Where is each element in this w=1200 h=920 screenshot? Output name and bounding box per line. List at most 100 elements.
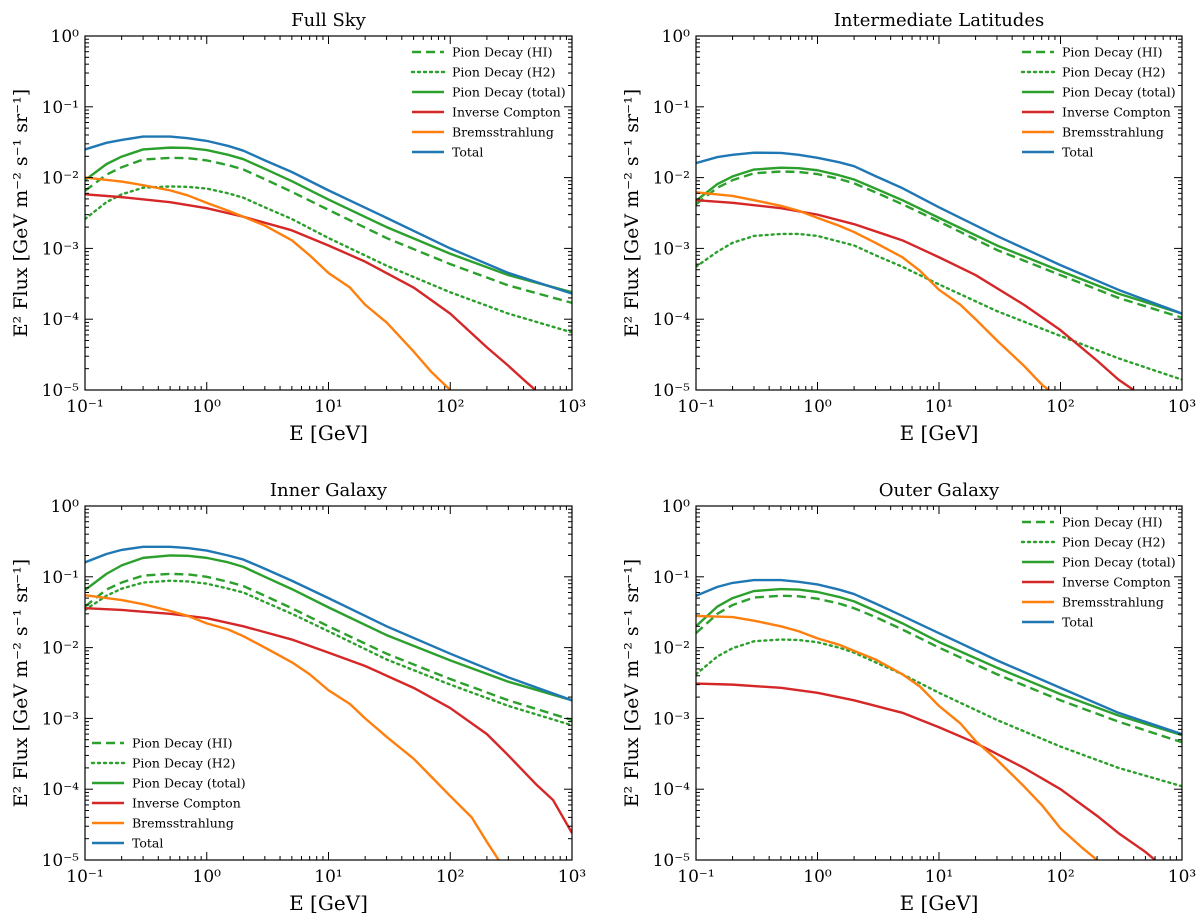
series-line-pi0_total (696, 166, 1182, 315)
y-tick-label: 10⁻¹ (42, 568, 79, 588)
series-line-pi0_h2 (85, 185, 572, 334)
axis-ticks (695, 35, 1183, 391)
series-group (696, 578, 1182, 860)
legend-label-brems: Bremsstrahlung (1062, 125, 1164, 140)
series-line-ic (696, 682, 1156, 860)
series-line-ic (85, 193, 537, 390)
y-tick-label: 10⁻³ (42, 239, 79, 259)
legend: Pion Decay (HI) Pion Decay (H2) Pion Decay… (410, 45, 566, 160)
panel-0: Full Sky 10⁻¹ 10⁰ 10¹ 10² 10³ 10⁻⁵ 10⁻⁴ 10⁻³ 10⁻²… (10, 10, 586, 445)
series-line-pi0_hi (696, 594, 1182, 744)
y-tick-label: 10⁻⁵ (42, 851, 80, 871)
y-tick-label: 10⁻⁴ (42, 310, 80, 330)
series-line-pi0_h2 (85, 579, 572, 727)
series-line-total (85, 545, 572, 702)
y-tick-label: 10⁻¹ (653, 568, 690, 588)
plot-frame (84, 505, 573, 861)
y-tick-label: 10⁻² (42, 639, 79, 659)
legend-label-pi0_hi: Pion Decay (HI) (1062, 515, 1162, 530)
legend-label-pi0_hi: Pion Decay (HI) (452, 45, 552, 60)
x-tick-label: 10⁻¹ (677, 397, 714, 417)
x-tick-label: 10⁰ (193, 397, 222, 417)
legend-label-ic: Inverse Compton (1062, 105, 1171, 120)
series-line-pi0_h2 (696, 638, 1182, 788)
panel-1: Intermediate Latitudes 10⁻¹ 10⁰ 10¹ 10² 10³ 10… (621, 10, 1196, 445)
x-tick-label: 10² (1046, 867, 1074, 887)
legend-label-brems: Bremsstrahlung (1062, 595, 1164, 610)
x-tick-label: 10² (436, 867, 464, 887)
y-tick-label: 10⁻⁵ (653, 381, 691, 401)
plot-frame (695, 505, 1183, 861)
series-line-pi0_hi (696, 170, 1182, 319)
y-tick-label: 10⁻¹ (653, 98, 690, 118)
y-axis-label: E² Flux [GeV m⁻² s⁻¹ sr⁻¹] (10, 559, 32, 807)
y-axis-label: E² Flux [GeV m⁻² s⁻¹ sr⁻¹] (10, 89, 32, 337)
panel-2: Inner Galaxy 10⁻¹ 10⁰ 10¹ 10² 10³ 10⁻⁵ 10⁻⁴ 10⁻³… (10, 480, 586, 915)
series-group (85, 135, 572, 390)
series-line-ic (696, 198, 1135, 390)
axis-ticks (84, 35, 573, 391)
panel-title: Intermediate Latitudes (834, 10, 1044, 31)
legend-label-total: Total (1062, 145, 1093, 160)
y-tick-label: 10⁻⁴ (653, 780, 691, 800)
y-tick-label: 10⁻² (653, 639, 690, 659)
legend-label-pi0_hi: Pion Decay (HI) (1062, 45, 1162, 60)
legend: Pion Decay (HI) Pion Decay (H2) Pion Decay… (90, 736, 246, 851)
legend-label-pi0_total: Pion Decay (total) (132, 776, 246, 791)
x-tick-label: 10¹ (925, 397, 953, 417)
x-tick-label: 10³ (558, 867, 586, 887)
y-tick-label: 10⁻³ (42, 709, 79, 729)
y-tick-label: 10⁻⁵ (42, 381, 80, 401)
y-tick-label: 10⁻² (42, 169, 79, 189)
y-tick-label: 10⁻³ (653, 709, 690, 729)
plot-frame (695, 35, 1183, 391)
y-tick-label: 10⁻⁵ (653, 851, 691, 871)
x-tick-label: 10⁻¹ (66, 867, 103, 887)
y-tick-label: 10⁻³ (653, 239, 690, 259)
legend-label-total: Total (452, 145, 483, 160)
x-axis-label: E [GeV] (289, 421, 368, 445)
legend-label-pi0_total: Pion Decay (total) (452, 85, 566, 100)
x-tick-label: 10³ (1168, 867, 1196, 887)
x-tick-label: 10² (1046, 397, 1074, 417)
x-tick-label: 10⁰ (803, 867, 832, 887)
legend-label-brems: Bremsstrahlung (452, 125, 554, 140)
y-tick-label: 10⁰ (51, 497, 80, 517)
legend: Pion Decay (HI) Pion Decay (H2) Pion Decay… (1020, 45, 1176, 160)
series-group (85, 545, 572, 860)
legend-label-pi0_h2: Pion Decay (H2) (1062, 535, 1165, 550)
series-line-total (696, 578, 1182, 736)
series-line-brems (85, 176, 452, 390)
y-tick-label: 10⁰ (51, 27, 80, 47)
series-line-pi0_hi (85, 572, 572, 722)
series-line-total (85, 135, 572, 295)
series-line-pi0_total (85, 554, 572, 702)
y-tick-label: 10⁰ (662, 497, 691, 517)
legend-label-pi0_hi: Pion Decay (HI) (132, 736, 232, 751)
x-tick-label: 10¹ (314, 867, 342, 887)
x-tick-label: 10⁰ (803, 397, 832, 417)
legend-label-ic: Inverse Compton (1062, 575, 1171, 590)
series-line-brems (85, 593, 500, 860)
y-tick-label: 10⁻⁴ (42, 780, 80, 800)
legend-label-ic: Inverse Compton (452, 105, 561, 120)
legend-label-total: Total (1062, 615, 1093, 630)
legend-label-total: Total (132, 836, 163, 851)
series-line-brems (696, 191, 1050, 390)
x-axis-label: E [GeV] (289, 891, 368, 915)
x-tick-label: 10¹ (925, 867, 953, 887)
y-axis-label: E² Flux [GeV m⁻² s⁻¹ sr⁻¹] (621, 559, 643, 807)
x-axis-label: E [GeV] (900, 421, 979, 445)
series-line-pi0_h2 (696, 232, 1182, 381)
x-tick-label: 10⁻¹ (66, 397, 103, 417)
series-group (696, 151, 1182, 390)
legend-label-pi0_h2: Pion Decay (H2) (452, 65, 555, 80)
series-line-brems (696, 614, 1098, 860)
plot-frame (84, 35, 573, 391)
legend-label-pi0_total: Pion Decay (total) (1062, 85, 1176, 100)
legend: Pion Decay (HI) Pion Decay (H2) Pion Decay… (1020, 515, 1176, 630)
x-tick-label: 10³ (558, 397, 586, 417)
legend-label-pi0_h2: Pion Decay (H2) (1062, 65, 1165, 80)
panel-3: Outer Galaxy 10⁻¹ 10⁰ 10¹ 10² 10³ 10⁻⁵ 10⁻⁴ 10⁻³… (621, 480, 1196, 915)
